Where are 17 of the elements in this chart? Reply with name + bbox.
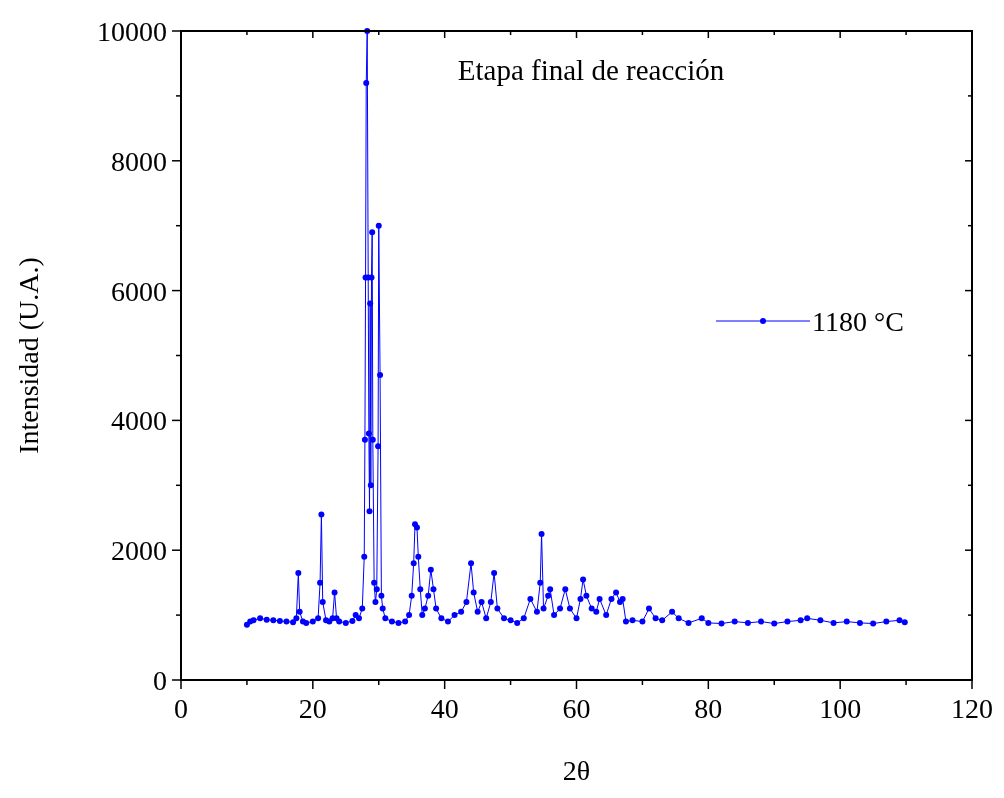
y-tick-label: 2000 [111,535,167,567]
y-axis-title: Intensidad (U.A.) [13,257,44,454]
text: Etapa final de reacción [457,54,725,86]
x-tick-label: 80 [694,693,723,724]
x-tick-label: 20 [298,693,327,724]
x-tick-label: 120 [951,693,993,724]
y-tick-label: 4000 [111,405,167,437]
x-tick-label: 60 [562,693,591,724]
y-tick-label: 10000 [97,16,167,47]
x-axis-title: 2θ [562,755,591,786]
y-tick-label: 0 [153,665,167,696]
legend-label: 1180 °C [812,306,904,337]
x-tick-label: 40 [430,693,459,724]
y-tick-label: 6000 [111,275,167,307]
y-tick-label: 8000 [111,145,167,177]
x-tick-label: 0 [174,693,188,724]
x-tick-label: 100 [819,693,862,724]
